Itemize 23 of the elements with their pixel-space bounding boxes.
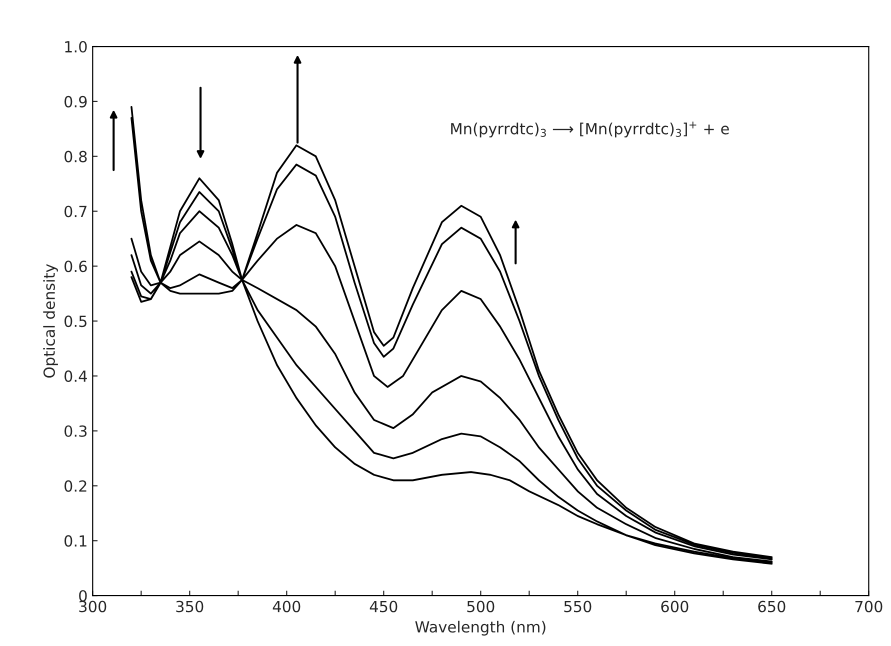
x-tick-label: 700 bbox=[855, 600, 882, 612]
y-tick-label: 0.8 bbox=[64, 150, 87, 162]
x-tick-label: 600 bbox=[661, 600, 688, 612]
y-axis-title: Optical density bbox=[43, 264, 58, 378]
y-tick-label: 0.1 bbox=[64, 535, 86, 547]
x-tick-label: 400 bbox=[272, 600, 300, 612]
y-tick-label: 0.9 bbox=[64, 96, 87, 108]
x-tick-label: 550 bbox=[564, 600, 592, 612]
y-tick-label: 1.0 bbox=[65, 40, 87, 53]
y-tick-label: 0.2 bbox=[64, 480, 86, 492]
y-tick-label: 0.6 bbox=[64, 260, 87, 272]
x-tick-label: 500 bbox=[467, 600, 494, 612]
y-tick-label: 0.4 bbox=[64, 370, 87, 382]
x-tick-label: 650 bbox=[758, 600, 786, 612]
x-tick-label: 300 bbox=[79, 600, 106, 612]
x-tick-label: 450 bbox=[370, 600, 398, 612]
annotation: Mn(pyrrdtc)$_{3}$ ⟶ [Mn(pyrrdtc)$_{3}$]$^{+}$ + e bbox=[451, 122, 729, 138]
y-tick-label: 0 bbox=[79, 590, 87, 602]
y-tick-label: 0.3 bbox=[64, 425, 87, 437]
y-tick-label: 0.7 bbox=[64, 206, 86, 218]
x-tick-label: 350 bbox=[176, 600, 204, 612]
x-axis-title: Wavelength (nm) bbox=[415, 620, 546, 636]
y-tick-label: 0.5 bbox=[64, 316, 86, 328]
